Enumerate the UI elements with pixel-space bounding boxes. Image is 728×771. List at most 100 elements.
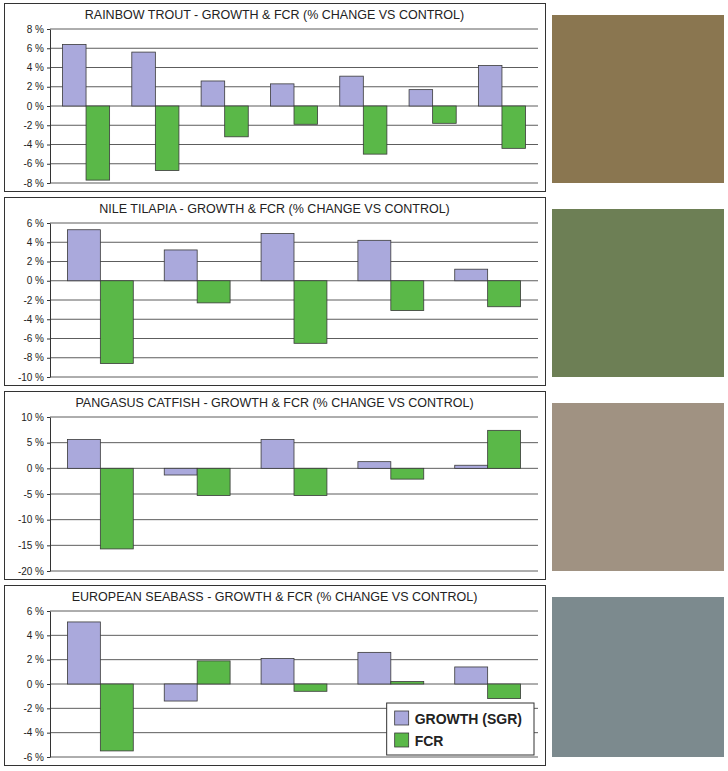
tick-label: -10 %: [18, 372, 44, 383]
bars: [67, 430, 520, 549]
photo: [552, 209, 724, 377]
tick-label: 2 %: [27, 81, 44, 92]
tick: 2 %: [27, 256, 50, 267]
tick-label: 4 %: [27, 237, 44, 248]
panel-frame: [5, 4, 546, 192]
bar: [340, 76, 364, 106]
tick-mark: [47, 29, 50, 30]
tick: 0 %: [27, 275, 50, 286]
tick-label: 6 %: [27, 606, 44, 617]
bar: [455, 465, 488, 468]
tick-mark: [47, 571, 50, 572]
tick-label: 6 %: [27, 218, 44, 229]
bar: [197, 281, 230, 303]
bar: [100, 468, 133, 549]
tick: -6 %: [23, 333, 50, 344]
grid-line: [50, 125, 538, 126]
tick: 4 %: [27, 62, 50, 73]
tick: -4 %: [23, 314, 50, 325]
grid: [50, 417, 538, 571]
bar: [294, 468, 327, 495]
tick-mark: [47, 125, 50, 126]
chart-title: PANGASUS CATFISH - GROWTH & FCR (% CHANG…: [75, 396, 473, 410]
tick-label: -6 %: [23, 752, 44, 763]
tick: -8 %: [23, 352, 50, 363]
tick-label: -5 %: [23, 489, 44, 500]
bar: [100, 684, 133, 751]
bar: [201, 81, 225, 106]
tick: -10 %: [18, 514, 50, 525]
bar: [502, 106, 526, 148]
tick: 8 %: [27, 24, 50, 35]
bar: [391, 468, 424, 479]
bar: [488, 281, 521, 307]
tick: -2 %: [23, 295, 50, 306]
axis-line: [50, 418, 51, 572]
chart-panel: NILE TILAPIA - GROWTH & FCR (% CHANGE VS…: [5, 198, 546, 386]
photo: [552, 15, 724, 183]
grid-line: [50, 67, 538, 68]
tick-label: 10 %: [21, 412, 44, 423]
grid-line: [50, 377, 538, 378]
tick: -6 %: [23, 752, 50, 763]
legend: GROWTH (SGR)FCR: [387, 703, 534, 755]
grid: [50, 29, 538, 183]
tick: -5 %: [23, 489, 50, 500]
bar: [294, 281, 327, 344]
axis-line: [50, 612, 51, 758]
tick-mark: [47, 520, 50, 521]
tick: 6 %: [27, 43, 50, 54]
tick-mark: [47, 262, 50, 263]
bar: [155, 106, 179, 170]
tick-mark: [47, 358, 50, 359]
y-axis: -20 % -15 % -10 % -5 % 0 % 5 % 10 %: [18, 412, 51, 577]
tick-label: -8 %: [23, 352, 44, 363]
axis-line: [50, 30, 51, 184]
chart-title: RAINBOW TROUT - GROWTH & FCR (% CHANGE V…: [85, 8, 464, 22]
panel-frame: [5, 586, 546, 766]
tick-label: 2 %: [27, 256, 44, 267]
tick-mark: [47, 145, 50, 146]
tick-label: 4 %: [27, 62, 44, 73]
tick: -15 %: [18, 540, 50, 551]
tick-mark: [47, 545, 50, 546]
bar: [363, 106, 387, 154]
tick: 6 %: [27, 218, 50, 229]
tick-mark: [47, 494, 50, 495]
tick: -2 %: [23, 120, 50, 131]
tick: -10 %: [18, 372, 50, 383]
tick-label: 5 %: [27, 437, 44, 448]
tick: 4 %: [27, 630, 50, 641]
tick: -2 %: [23, 703, 50, 714]
legend-swatch: [395, 711, 409, 725]
bar: [294, 106, 318, 124]
legend-label: FCR: [415, 733, 444, 749]
bar: [455, 667, 488, 684]
tick-mark: [47, 635, 50, 636]
tick-mark: [47, 708, 50, 709]
tick: -4 %: [23, 139, 50, 150]
bar: [261, 234, 294, 281]
tick-label: 0 %: [27, 463, 44, 474]
tick-label: -4 %: [23, 314, 44, 325]
bar: [62, 44, 86, 106]
chart-title: NILE TILAPIA - GROWTH & FCR (% CHANGE VS…: [99, 202, 450, 216]
bar: [358, 240, 391, 280]
tick: 5 %: [27, 437, 50, 448]
grid-line: [50, 611, 538, 612]
tick-mark: [47, 223, 50, 224]
tick-label: 4 %: [27, 630, 44, 641]
grid-line: [50, 163, 538, 164]
tick-mark: [47, 242, 50, 243]
panel-frame: [5, 198, 546, 386]
tick-mark: [47, 443, 50, 444]
bar: [294, 684, 327, 691]
tick-mark: [47, 183, 50, 184]
tick-mark: [47, 106, 50, 107]
tick-mark: [47, 164, 50, 165]
tick: -20 %: [18, 566, 50, 577]
bar: [409, 90, 433, 106]
tick-mark: [47, 300, 50, 301]
grid-line: [50, 29, 538, 30]
tick-mark: [47, 468, 50, 469]
